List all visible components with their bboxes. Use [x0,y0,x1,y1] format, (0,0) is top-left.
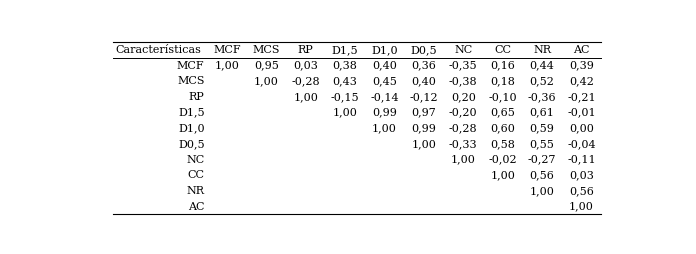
Text: 0,58: 0,58 [490,139,515,149]
Text: 0,61: 0,61 [530,108,555,118]
Text: MCF: MCF [177,61,205,71]
Text: -0,21: -0,21 [567,92,596,102]
Text: D0,5: D0,5 [411,45,437,55]
Text: 0,56: 0,56 [569,186,594,196]
Text: AC: AC [188,201,205,212]
Text: MCS: MCS [177,76,205,86]
Text: 0,60: 0,60 [490,123,515,133]
Text: 0,03: 0,03 [569,170,594,180]
Text: 1,00: 1,00 [530,186,555,196]
Text: 0,65: 0,65 [490,108,515,118]
Text: 0,42: 0,42 [569,76,594,86]
Text: 0,38: 0,38 [333,61,358,71]
Text: 0,43: 0,43 [333,76,358,86]
Text: NR: NR [187,186,205,196]
Text: 1,00: 1,00 [411,139,436,149]
Text: -0,14: -0,14 [370,92,399,102]
Text: -0,28: -0,28 [449,123,477,133]
Text: -0,36: -0,36 [528,92,556,102]
Text: -0,38: -0,38 [449,76,477,86]
Text: D1,5: D1,5 [332,45,358,55]
Text: 0,59: 0,59 [530,123,555,133]
Text: 1,00: 1,00 [293,92,318,102]
Text: -0,20: -0,20 [449,108,477,118]
Text: -0,01: -0,01 [567,108,596,118]
Text: 0,40: 0,40 [372,61,397,71]
Text: 0,99: 0,99 [372,108,397,118]
Text: 0,03: 0,03 [293,61,318,71]
Text: 0,45: 0,45 [372,76,397,86]
Text: -0,11: -0,11 [567,155,596,165]
Text: RP: RP [189,92,205,102]
Text: 1,00: 1,00 [569,201,594,212]
Text: -0,02: -0,02 [489,155,517,165]
Text: D0,5: D0,5 [178,139,205,149]
Text: 1,00: 1,00 [490,170,515,180]
Text: 1,00: 1,00 [451,155,475,165]
Text: -0,10: -0,10 [489,92,517,102]
Text: 0,97: 0,97 [411,108,436,118]
Text: 0,95: 0,95 [254,61,279,71]
Text: 0,36: 0,36 [411,61,436,71]
Text: CC: CC [188,170,205,180]
Text: NR: NR [533,45,551,55]
Text: 0,00: 0,00 [569,123,594,133]
Text: 1,00: 1,00 [214,61,239,71]
Text: 1,00: 1,00 [254,76,279,86]
Text: -0,35: -0,35 [449,61,477,71]
Text: MCS: MCS [253,45,280,55]
Text: 0,56: 0,56 [530,170,555,180]
Text: -0,04: -0,04 [567,139,596,149]
Text: 1,00: 1,00 [333,108,358,118]
Text: 0,44: 0,44 [530,61,555,71]
Text: 0,99: 0,99 [411,123,436,133]
Text: 0,20: 0,20 [451,92,475,102]
Text: -0,12: -0,12 [409,92,438,102]
Text: NC: NC [187,155,205,165]
Text: 0,18: 0,18 [490,76,515,86]
Text: 0,16: 0,16 [490,61,515,71]
Text: -0,33: -0,33 [449,139,477,149]
Text: 0,55: 0,55 [530,139,555,149]
Text: D1,5: D1,5 [178,108,205,118]
Text: AC: AC [573,45,590,55]
Text: D1,0: D1,0 [178,123,205,133]
Text: MCF: MCF [213,45,241,55]
Text: 0,39: 0,39 [569,61,594,71]
Text: -0,15: -0,15 [331,92,359,102]
Text: CC: CC [494,45,511,55]
Text: 1,00: 1,00 [372,123,397,133]
Text: D1,0: D1,0 [371,45,398,55]
Text: NC: NC [454,45,473,55]
Text: RP: RP [298,45,314,55]
Text: Características: Características [116,45,201,55]
Text: 0,52: 0,52 [530,76,555,86]
Text: -0,28: -0,28 [292,76,320,86]
Text: 0,40: 0,40 [411,76,436,86]
Text: -0,27: -0,27 [528,155,556,165]
